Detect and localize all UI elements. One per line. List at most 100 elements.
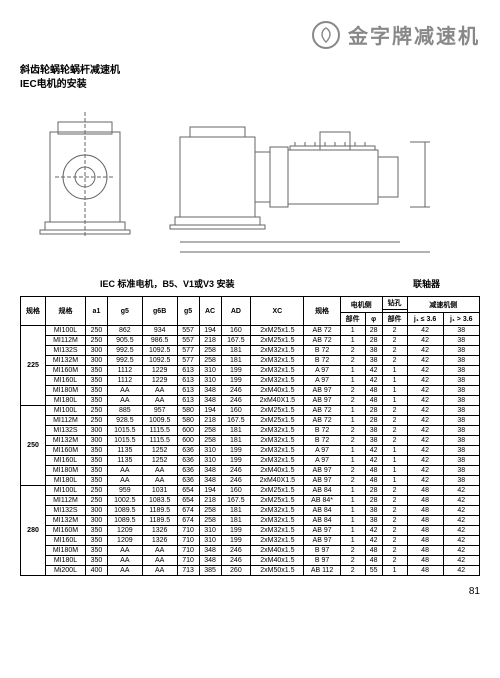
table-cell: 636 [177, 456, 199, 466]
table-cell: 310 [199, 526, 221, 536]
table-cell: AA [142, 466, 177, 476]
table-cell: 194 [199, 486, 221, 496]
table-cell: 2 [382, 526, 407, 536]
table-cell: 1 [340, 446, 365, 456]
table-row: MI160M350113512526363101992xM32x1.5A 971… [21, 446, 480, 456]
table-row: MI160L350113512526363101992xM32x1.5A 971… [21, 456, 480, 466]
table-cell: MI160M [46, 446, 86, 456]
col-AD: AD [221, 297, 251, 326]
table-cell: 310 [199, 456, 221, 466]
table-row: MI160M350111212296133101992xM32x1.5A 971… [21, 366, 480, 376]
table-cell: 38 [443, 476, 479, 486]
table-cell: 1002.5 [107, 496, 142, 506]
table-cell: 2xM40x1.5 [251, 466, 304, 476]
table-cell: 42 [407, 456, 443, 466]
table-cell: 654 [177, 486, 199, 496]
table-cell: 199 [221, 536, 251, 546]
table-cell: 636 [177, 476, 199, 486]
table-cell: MI160L [46, 456, 86, 466]
table-cell: 1 [340, 326, 365, 336]
table-cell: 38 [443, 376, 479, 386]
table-cell: 2xM40x1.5 [251, 556, 304, 566]
table-cell: 2xM25x1.5 [251, 416, 304, 426]
table-cell: 885 [107, 406, 142, 416]
table-cell: 42 [407, 436, 443, 446]
table-cell: MI160M [46, 526, 86, 536]
table-cell: MI112M [46, 496, 86, 506]
table-cell: 181 [221, 356, 251, 366]
section-title-right: 联轴器 [413, 277, 480, 290]
table-cell: 48 [365, 476, 382, 486]
table-cell: MI160M [46, 366, 86, 376]
table-cell: 300 [85, 346, 107, 356]
table-cell: 674 [177, 506, 199, 516]
table-cell: MI112M [46, 416, 86, 426]
table-cell: 2 [382, 436, 407, 446]
table-cell: 48 [365, 556, 382, 566]
table-cell: 42 [365, 526, 382, 536]
table-cell: 613 [177, 366, 199, 376]
table-cell: 218 [199, 496, 221, 506]
table-cell: 1112 [107, 366, 142, 376]
col-motor: 电机侧 [340, 297, 382, 313]
table-cell: 1209 [107, 526, 142, 536]
table-cell: 350 [85, 386, 107, 396]
table-cell: AB 97 [304, 386, 340, 396]
table-cell: 250 [85, 486, 107, 496]
table-cell: 199 [221, 446, 251, 456]
table-cell: MI160L [46, 536, 86, 546]
table-cell: 246 [221, 546, 251, 556]
table-cell: 1326 [142, 536, 177, 546]
table-row: MI180M350AAAA6363482462xM40x1.5AB 972481… [21, 466, 480, 476]
table-cell: 959 [107, 486, 142, 496]
table-cell: AA [142, 556, 177, 566]
table-cell: 1112 [107, 376, 142, 386]
table-cell: 28 [365, 486, 382, 496]
table-row: MI180M350AAAA7103482462xM40x1.5B 9724824… [21, 546, 480, 556]
table-cell: AA [107, 556, 142, 566]
table-row: MI160L350111212296133101992xM32x1.5A 971… [21, 376, 480, 386]
brand-title: 金字牌减速机 [348, 20, 480, 49]
table-cell: 42 [407, 446, 443, 456]
table-cell: 48 [407, 496, 443, 506]
table-cell: 38 [443, 446, 479, 456]
table-row: MI180M350AAAA6133482462xM40x1.5AB 972481… [21, 386, 480, 396]
table-cell: B 72 [304, 426, 340, 436]
table-cell: 992.5 [107, 346, 142, 356]
table-cell: 38 [443, 326, 479, 336]
table-cell: 2xM25x1.5 [251, 496, 304, 506]
table-cell: 28 [365, 416, 382, 426]
col-drill: 钻孔 [382, 297, 407, 310]
table-cell: 258 [199, 346, 221, 356]
table-cell: 199 [221, 526, 251, 536]
table-cell: 2xM25x1.5 [251, 326, 304, 336]
table-cell: 1326 [142, 526, 177, 536]
table-cell: 42 [443, 506, 479, 516]
table-cell: MI112M [46, 336, 86, 346]
col-part2: 部件 [382, 313, 407, 326]
table-cell: 48 [407, 506, 443, 516]
table-cell: 957 [142, 406, 177, 416]
table-cell: 181 [221, 516, 251, 526]
table-cell: 42 [443, 546, 479, 556]
table-cell: 1083.5 [142, 496, 177, 506]
table-cell: MI180L [46, 396, 86, 406]
table-cell: 160 [221, 326, 251, 336]
table-cell: 1 [340, 526, 365, 536]
table-cell: 1015.5 [107, 426, 142, 436]
table-cell: 167.5 [221, 336, 251, 346]
table-cell: 1 [382, 476, 407, 486]
table-cell: 250 [85, 326, 107, 336]
table-cell: 350 [85, 446, 107, 456]
table-cell: 181 [221, 346, 251, 356]
table-cell: 1 [340, 536, 365, 546]
table-cell: 2 [382, 516, 407, 526]
table-cell: 2 [382, 536, 407, 546]
table-cell: 350 [85, 536, 107, 546]
group-cell: 280 [21, 486, 46, 576]
table-cell: 258 [199, 506, 221, 516]
table-cell: 42 [443, 496, 479, 506]
table-cell: AA [107, 466, 142, 476]
table-cell: 38 [443, 396, 479, 406]
table-cell: 1 [340, 336, 365, 346]
